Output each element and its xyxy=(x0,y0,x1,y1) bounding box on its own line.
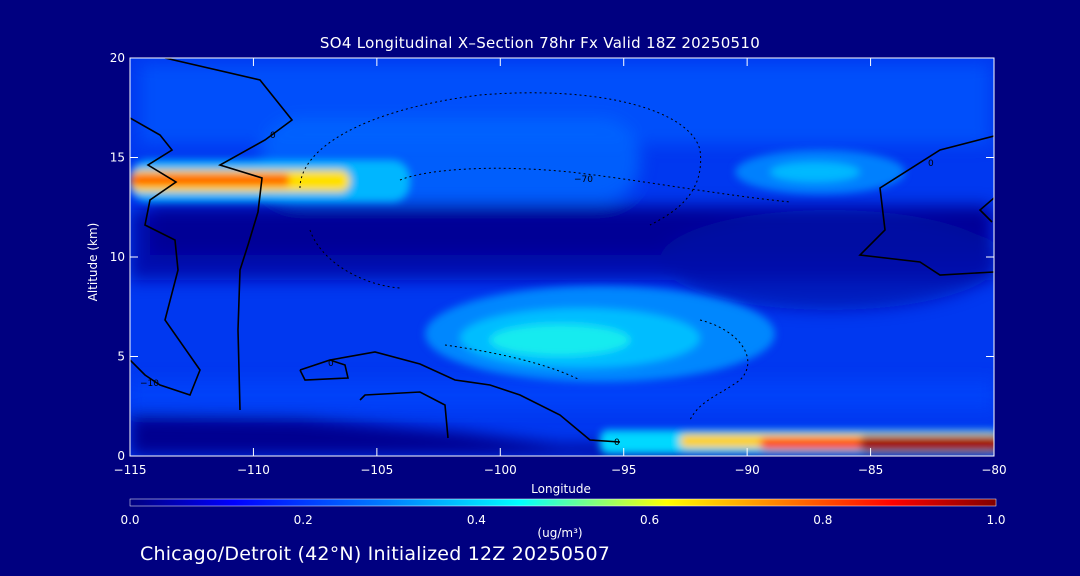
footer-caption: Chicago/Detroit (42°N) Initialized 12Z 2… xyxy=(140,543,611,565)
contour-line xyxy=(164,58,294,411)
x-tick-label: −85 xyxy=(858,463,883,477)
y-tick-label: 5 xyxy=(117,350,125,364)
contour-line xyxy=(309,229,401,289)
contour-line xyxy=(978,197,994,223)
contour-label: 0 xyxy=(270,131,276,141)
colorbar-tick-label: 0.4 xyxy=(467,513,486,527)
contour-line xyxy=(329,351,621,443)
x-axis: −115 −110 −105 −100 −95 −90 −85 −80 xyxy=(114,58,1007,477)
y-tick-label: 20 xyxy=(110,51,125,65)
x-tick-label: −115 xyxy=(114,463,147,477)
y-axis: 0 5 10 15 20 xyxy=(110,51,994,463)
colorbar-ticks: 0.0 0.2 0.4 0.6 0.8 1.0 xyxy=(120,513,1005,527)
dashed-contours xyxy=(299,92,791,421)
colorbar-tick-label: 0.0 xyxy=(120,513,139,527)
contour-lines xyxy=(130,58,994,443)
x-axis-label: Longitude xyxy=(531,482,591,496)
contour-line xyxy=(858,135,994,276)
x-tick-label: −90 xyxy=(734,463,759,477)
x-tick-label: −80 xyxy=(981,463,1006,477)
chart-title: SO4 Longitudinal X–Section 78hr Fx Valid… xyxy=(319,34,761,52)
contour-line xyxy=(299,359,349,381)
concentration-field xyxy=(130,58,994,456)
contour-line xyxy=(130,117,201,396)
x-tick-label: −95 xyxy=(611,463,636,477)
y-tick-label: 10 xyxy=(110,250,125,264)
contour-label: 0 xyxy=(928,159,934,169)
colorbar-tick-label: 0.2 xyxy=(294,513,313,527)
x-tick-label: −100 xyxy=(484,463,517,477)
colorbar-tick-label: 1.0 xyxy=(986,513,1005,527)
contour-label: 0 xyxy=(328,359,334,369)
colorbar-units: (ug/m³) xyxy=(537,526,583,540)
contour-label: −10 xyxy=(140,379,159,389)
contour-line xyxy=(399,167,791,203)
x-tick-label: −110 xyxy=(237,463,270,477)
y-tick-label: 0 xyxy=(117,449,125,463)
contour-line xyxy=(359,391,449,439)
contour-label: −70 xyxy=(574,175,593,185)
colorbar-tick-label: 0.8 xyxy=(813,513,832,527)
x-tick-label: −105 xyxy=(360,463,393,477)
contour-label: 0 xyxy=(614,438,620,448)
contour-line xyxy=(444,344,581,381)
contour-line xyxy=(299,92,702,226)
contour-labels: 0 0 −10 0 −70 0 xyxy=(140,131,934,448)
colorbar xyxy=(130,499,996,506)
y-axis-label: Altitude (km) xyxy=(86,222,100,302)
colorbar-tick-label: 0.6 xyxy=(640,513,659,527)
y-tick-label: 15 xyxy=(110,151,125,165)
contour-line xyxy=(689,319,749,421)
